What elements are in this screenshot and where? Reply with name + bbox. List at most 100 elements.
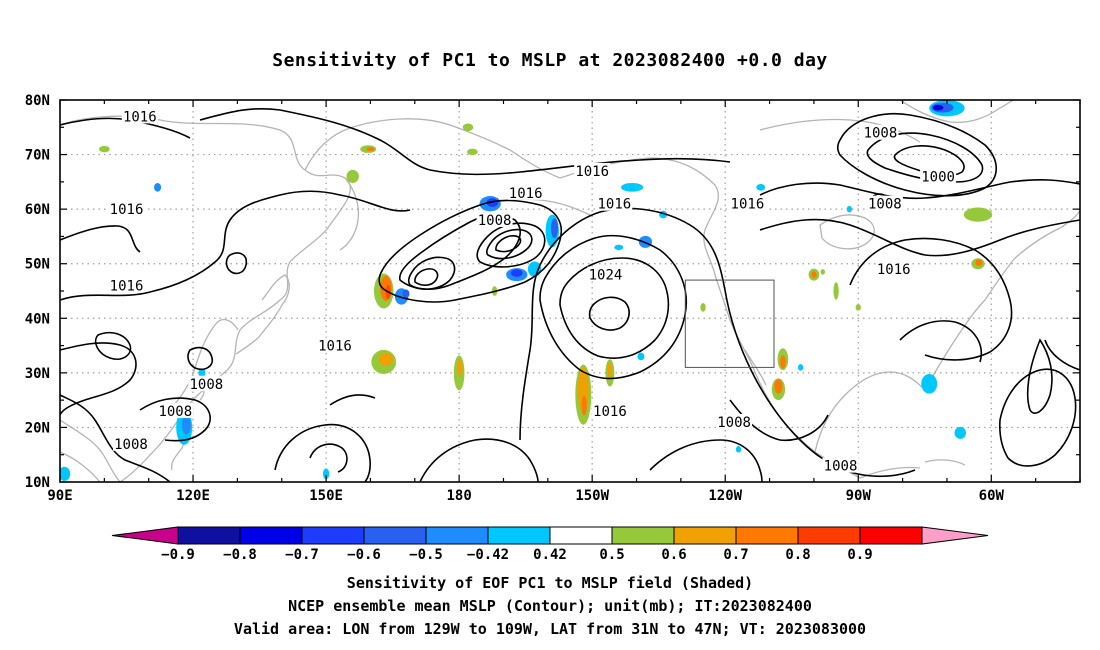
svg-text:1016: 1016 [597, 197, 631, 213]
sensitivity-blob [198, 368, 206, 378]
colorbar-label: 0.7 [723, 547, 748, 563]
colorbar-label: −0.8 [223, 547, 257, 563]
contour-label: 1008 [716, 413, 753, 431]
latitude-label: 60N [25, 202, 50, 218]
longitude-label: 150E [309, 488, 343, 504]
sensitivity-blob [921, 373, 938, 394]
colorbar-label: 0.6 [661, 547, 686, 563]
colorbar-swatch [611, 526, 675, 545]
sensitivity-blob [621, 182, 644, 192]
svg-text:1008: 1008 [114, 437, 148, 453]
colorbar-label: 0.5 [599, 547, 624, 563]
svg-text:1016: 1016 [593, 404, 627, 420]
latitude-label: 20N [25, 420, 50, 436]
sensitivity-blob [581, 395, 587, 416]
colorbar-end-right [921, 526, 989, 545]
caption-shading: Sensitivity of EOF PC1 to MSLP field (Sh… [346, 574, 754, 592]
sensitivity-blob [181, 414, 191, 435]
sensitivity-blob [700, 303, 706, 312]
longitude-labels: 90E 120E 150E 180 150W 120W 90W 60W [47, 488, 1004, 504]
sensitivity-blob [607, 362, 613, 378]
svg-text:1008: 1008 [868, 197, 902, 213]
colorbar-label: −0.6 [347, 547, 381, 563]
longitude-label: 90W [846, 488, 872, 504]
sensitivity-blob [346, 169, 359, 183]
contour-label: 1016 [596, 195, 633, 213]
latitude-label: 50N [25, 257, 50, 273]
sensitivity-blob [855, 304, 861, 311]
svg-text:1016: 1016 [110, 202, 144, 218]
svg-text:1016: 1016 [123, 109, 157, 125]
contour-label: 1016 [108, 201, 145, 218]
sensitivity-blob [527, 261, 542, 277]
plot-frame [59, 99, 1081, 483]
svg-text:1024: 1024 [589, 268, 623, 284]
contour-label: 1008 [822, 457, 859, 475]
sensitivity-blob [366, 147, 375, 152]
latitude-labels: 80N 70N 60N 50N 40N 30N 20N 10N [25, 93, 50, 491]
coastlines [60, 100, 1080, 482]
colorbar-swatch [301, 526, 365, 545]
caption-contour: NCEP ensemble mean MSLP (Contour); unit(… [288, 597, 812, 615]
colorbar-swatch [425, 526, 489, 545]
sensitivity-blob [932, 104, 944, 111]
colorbar-label: −0.7 [285, 547, 319, 563]
svg-text:1016: 1016 [509, 186, 543, 202]
svg-text:1016: 1016 [110, 279, 144, 295]
svg-text:1008: 1008 [478, 213, 512, 229]
sensitivity-blob [954, 426, 967, 439]
colorbar-label: −0.5 [409, 547, 443, 563]
svg-text:1008: 1008 [824, 459, 858, 475]
valid-area-box [684, 279, 775, 368]
longitude-label: 90E [47, 488, 72, 504]
sensitivity-blob [467, 148, 478, 156]
sensitivity-blob [511, 269, 523, 277]
sensitivity-blob [637, 352, 645, 361]
contour-label: 1016 [591, 403, 628, 420]
latitude-label: 10N [25, 475, 50, 491]
sensitivity-blob [735, 445, 742, 453]
colorbar-swatch [363, 526, 427, 545]
contour-label: 1008 [157, 403, 194, 420]
sensitivity-blob [833, 282, 839, 300]
colorbar-swatch [487, 526, 551, 545]
latitude-label: 30N [25, 366, 50, 382]
mslp-contours [60, 107, 1080, 482]
sensitivity-blob [811, 271, 817, 278]
contour-label: 1016 [507, 184, 544, 202]
latitude-label: 70N [25, 148, 50, 164]
sensitivity-shading [60, 100, 993, 481]
svg-text:1016: 1016 [731, 197, 765, 213]
sensitivity-blob [402, 289, 410, 299]
colorbar-end-left [111, 526, 179, 545]
longitude-label: 120E [176, 488, 210, 504]
svg-text:1008: 1008 [158, 404, 192, 420]
longitude-label: 150W [575, 488, 609, 504]
colorbar-label: 0.42 [533, 547, 567, 563]
contour-labels: 1016 1016 1016 1016 1016 1016 1008 1008 1008 1000… [108, 108, 957, 475]
sensitivity-blob [457, 359, 463, 376]
contour-label: 1016 [875, 261, 912, 278]
svg-text:1016: 1016 [575, 164, 609, 180]
sensitivity-blob [462, 123, 474, 132]
colorbar-label: −0.9 [161, 547, 195, 563]
colorbar-swatch [239, 526, 303, 545]
sensitivity-blob [614, 244, 624, 251]
sensitivity-blob [797, 364, 804, 371]
colorbar-swatch [549, 526, 613, 545]
colorbar-swatch [735, 526, 799, 545]
svg-text:1016: 1016 [877, 262, 911, 278]
contour-label: 1016 [108, 277, 145, 295]
colorbar-label: 0.9 [847, 547, 872, 563]
contour-label: 1024 [587, 266, 624, 284]
colorbar-swatch [673, 526, 737, 545]
contour-label: 1008 [476, 212, 513, 229]
colorbar-swatch [797, 526, 861, 545]
sensitivity-blob [820, 269, 825, 275]
contour-label: 1016 [574, 162, 611, 180]
sensitivity-blob [60, 466, 71, 481]
sensitivity-blob [975, 259, 983, 266]
contour-label: 1008 [866, 195, 903, 213]
colorbar-swatch [177, 526, 241, 545]
